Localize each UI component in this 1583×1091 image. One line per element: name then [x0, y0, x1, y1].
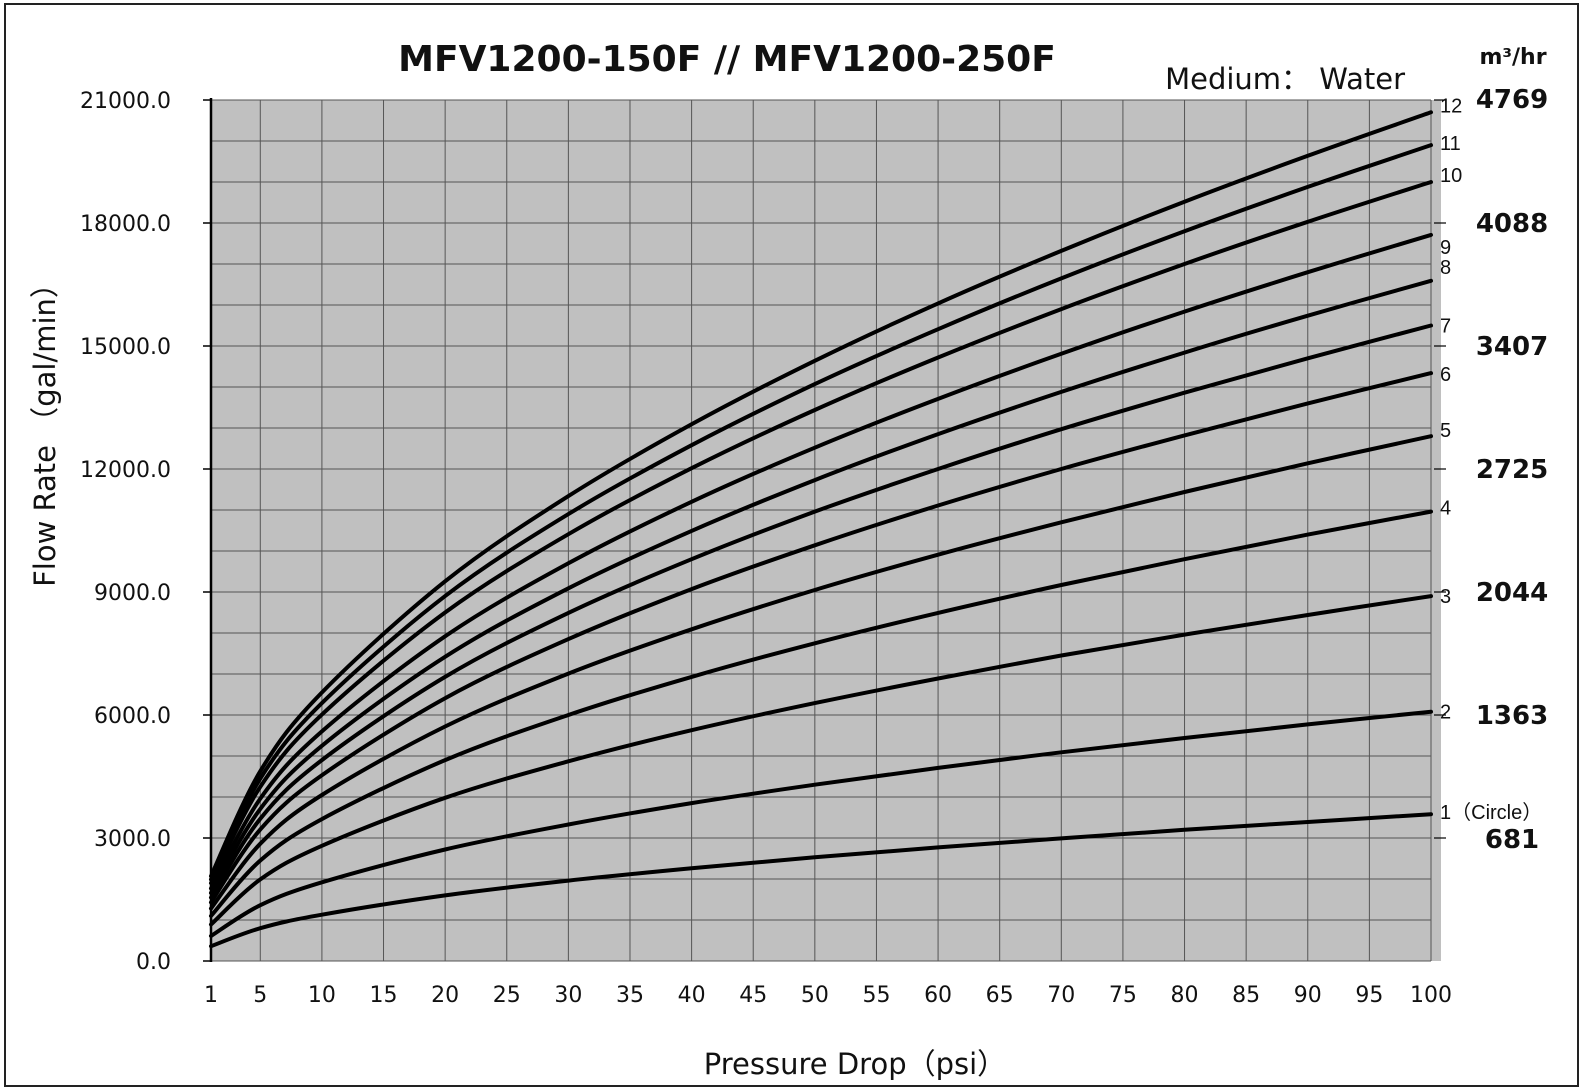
curve-line: [209, 594, 1433, 927]
y-tick-label: 6000.0: [94, 704, 171, 729]
x-tick-label: 50: [801, 983, 829, 1008]
y-tick-label: 3000.0: [94, 827, 171, 852]
x-tick-label: 90: [1294, 983, 1322, 1008]
x-tick-label: 15: [370, 983, 398, 1008]
y-ticks: 0.0 3000.0 6000.0 9000.0 12000.0 15000.0 18000…: [80, 89, 211, 975]
y-tick-label: 18000.0: [80, 212, 171, 237]
y-tick-label: 0.0: [136, 950, 171, 975]
y-tick-label: 9000.0: [94, 581, 171, 606]
curve-line: [209, 812, 1433, 949]
secondary-tick-label: 3407: [1476, 332, 1548, 362]
secondary-tick-label: 4088: [1476, 209, 1548, 239]
curve-label: 8: [1440, 257, 1451, 279]
x-tick-label: 100: [1410, 983, 1452, 1008]
y-axis-label: Flow Rate （gal/min）: [28, 269, 62, 587]
x-tick-label: 25: [493, 983, 521, 1008]
x-ticks: 1 5 10 15 20 25 30 35 40 45 50 55 60 65 70 75 80 85 90 95 10…: [204, 983, 1452, 1008]
curve-label: 3: [1440, 586, 1451, 608]
y-tick-label: 21000.0: [80, 89, 171, 114]
curve-label: 10: [1440, 165, 1462, 187]
x-tick-label: 95: [1355, 983, 1383, 1008]
curve-label: 6: [1440, 364, 1451, 386]
chart-title: MFV1200-150F // MFV1200-250F: [398, 39, 1056, 80]
curve-label: 11: [1440, 133, 1461, 155]
x-tick-label: 85: [1232, 983, 1260, 1008]
curve-line: [209, 180, 1433, 886]
curve-line: [209, 371, 1433, 905]
curves: [209, 110, 1433, 949]
secondary-tick-label: 1363: [1476, 701, 1548, 731]
x-tick-label: 10: [308, 983, 336, 1008]
x-tick-label: 1: [204, 983, 218, 1008]
curve-line: [209, 323, 1433, 900]
curve-label: 2: [1440, 702, 1451, 724]
x-tick-label: 75: [1109, 983, 1137, 1008]
curve-label: 12: [1440, 95, 1462, 117]
curve-label: 4: [1440, 498, 1451, 520]
y-tick-label: 15000.0: [80, 335, 171, 360]
secondary-axis-unit: m³/hr: [1479, 45, 1546, 70]
secondary-tick-label: 2044: [1476, 578, 1548, 608]
secondary-tick-label: 681: [1485, 825, 1539, 855]
curve-label: 1（Circle）: [1440, 801, 1542, 824]
curve-label: 5: [1440, 420, 1451, 442]
curve-line: [209, 143, 1433, 882]
secondary-tick-label: 2725: [1476, 455, 1548, 485]
x-tick-label: 40: [678, 983, 706, 1008]
x-tick-label: 5: [253, 983, 267, 1008]
y-tick-label: 12000.0: [80, 458, 171, 483]
plot-area: [211, 100, 1441, 961]
x-tick-label: 65: [986, 983, 1014, 1008]
x-tick-label: 80: [1171, 983, 1199, 1008]
curve-labels: 1（Circle） 2 3 4 5 6 7 89 10 11 12: [1440, 95, 1542, 824]
curve-line: [209, 434, 1433, 911]
curve-label: 7: [1440, 316, 1451, 338]
x-axis-label: Pressure Drop（psi）: [704, 1047, 1006, 1081]
x-tick-label: 20: [431, 983, 459, 1008]
secondary-tick-label: 4769: [1476, 85, 1548, 115]
chart-subtitle: Medium： Water: [1165, 62, 1405, 96]
curve-line: [209, 709, 1433, 938]
curve-line: [209, 232, 1433, 891]
curve-line: [209, 278, 1433, 895]
x-tick-label: 60: [924, 983, 952, 1008]
x-tick-label: 35: [616, 983, 644, 1008]
curve-line: [209, 110, 1433, 879]
x-tick-label: 55: [862, 983, 890, 1008]
x-tick-label: 45: [739, 983, 767, 1008]
curve-line: [209, 509, 1433, 918]
x-tick-label: 30: [554, 983, 582, 1008]
x-tick-label: 70: [1047, 983, 1075, 1008]
curve-label: 9: [1440, 237, 1451, 259]
